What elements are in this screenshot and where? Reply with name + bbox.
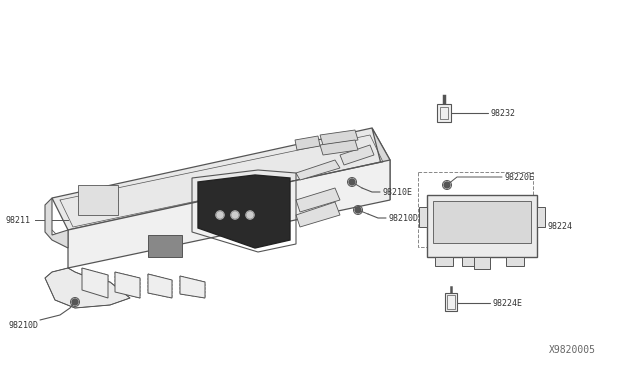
Bar (78, 185, 118, 215)
Circle shape (246, 211, 254, 219)
Circle shape (349, 179, 355, 185)
Text: X9820005: X9820005 (549, 345, 596, 355)
Circle shape (231, 211, 239, 219)
Text: 98211: 98211 (5, 215, 30, 224)
Polygon shape (372, 128, 390, 200)
Polygon shape (45, 198, 68, 248)
Bar (462, 257, 480, 266)
Text: 98210D: 98210D (8, 321, 38, 330)
Bar (447, 295, 455, 309)
Bar (506, 257, 524, 266)
Bar (474, 257, 490, 269)
Circle shape (444, 182, 450, 188)
Text: 98224: 98224 (548, 221, 573, 231)
Text: 98210E: 98210E (383, 187, 413, 196)
Bar (419, 207, 427, 227)
Polygon shape (82, 268, 108, 298)
Text: 98224E: 98224E (493, 298, 523, 308)
Polygon shape (340, 145, 374, 165)
Polygon shape (296, 202, 340, 227)
Polygon shape (320, 130, 358, 145)
Circle shape (216, 211, 224, 219)
Bar (427, 195, 537, 257)
Polygon shape (320, 140, 358, 155)
Polygon shape (68, 160, 390, 268)
Polygon shape (198, 175, 290, 248)
Polygon shape (115, 272, 140, 298)
Polygon shape (148, 274, 172, 298)
Bar (418, 172, 533, 247)
Polygon shape (295, 136, 320, 150)
Bar (440, 107, 448, 119)
Polygon shape (52, 128, 390, 230)
Bar (537, 207, 545, 227)
Bar (437, 104, 451, 122)
Circle shape (355, 207, 361, 213)
Bar (148, 235, 182, 257)
Polygon shape (296, 160, 340, 180)
Text: 98210D: 98210D (389, 214, 419, 222)
Polygon shape (180, 276, 205, 298)
Circle shape (72, 299, 78, 305)
Text: 98220E: 98220E (505, 173, 535, 182)
Text: 98232: 98232 (491, 109, 516, 118)
Bar (435, 257, 453, 266)
Polygon shape (296, 188, 340, 212)
Bar (433, 201, 531, 243)
Polygon shape (45, 268, 130, 308)
Bar (445, 293, 457, 311)
